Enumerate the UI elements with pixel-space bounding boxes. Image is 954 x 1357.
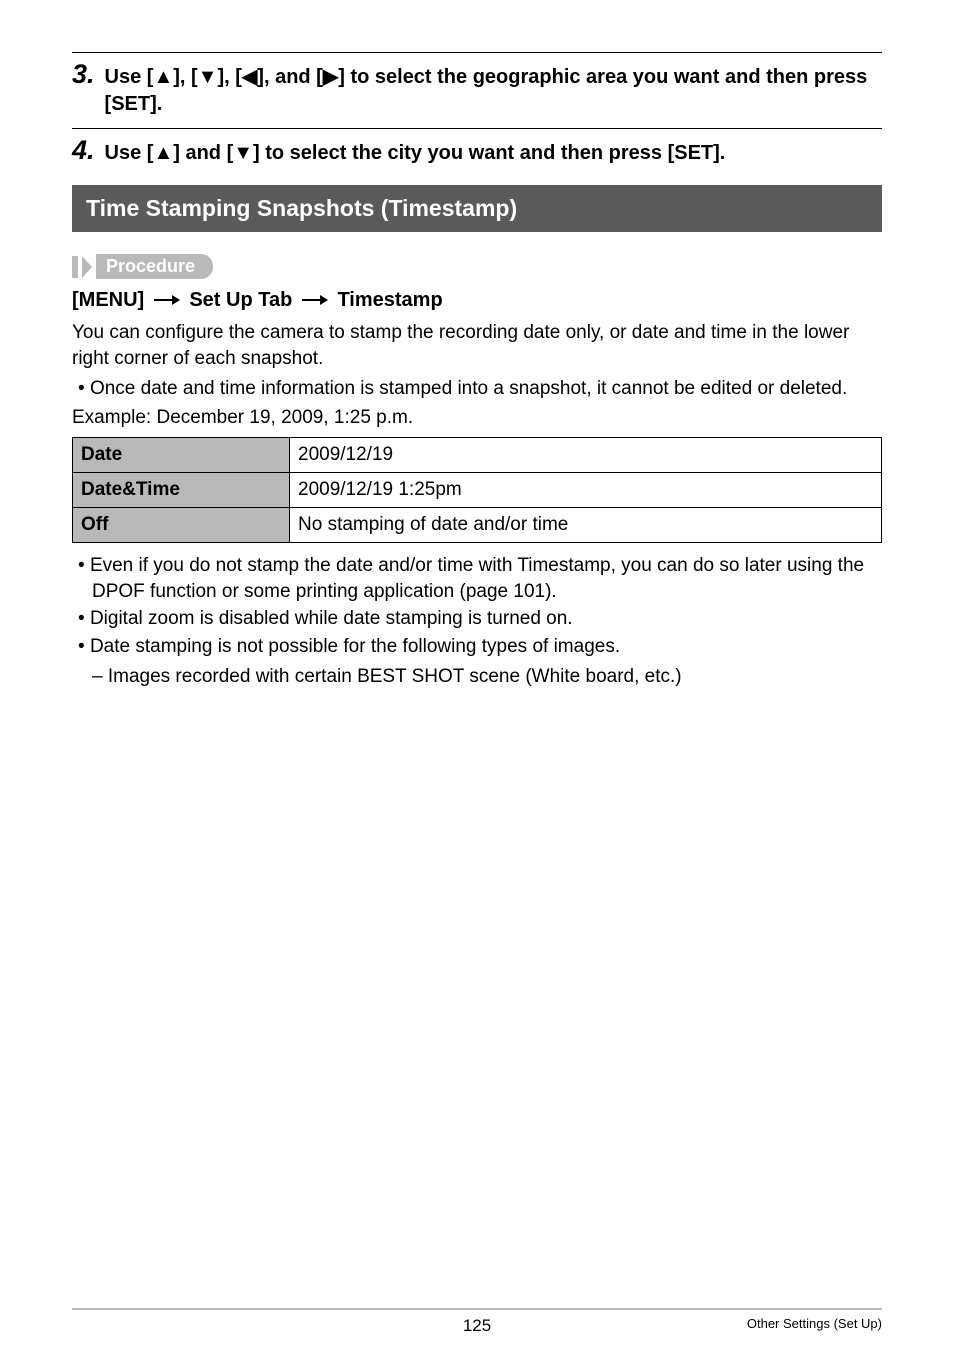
step-number: 4. — [72, 135, 95, 166]
arrow-icon — [302, 289, 334, 311]
page-footer: 125 Other Settings (Set Up) — [72, 1308, 882, 1331]
cell-label: Date — [73, 438, 290, 473]
page-number: 125 — [72, 1316, 882, 1336]
example-text: Example: December 19, 2009, 1:25 p.m. — [72, 405, 882, 431]
down-icon: ▼ — [233, 140, 253, 167]
footer-row: 125 Other Settings (Set Up) — [72, 1316, 882, 1331]
procedure-chevron-icon — [82, 256, 96, 278]
up-icon: ▲ — [153, 64, 173, 91]
list-item: Digital zoom is disabled while date stam… — [72, 606, 882, 632]
up-icon: ▲ — [153, 140, 173, 167]
menu-path: [MENU] Set Up Tab Timestamp — [72, 289, 882, 312]
cell-value: 2009/12/19 — [290, 438, 882, 473]
intro-text: You can configure the camera to stamp th… — [72, 320, 882, 371]
text: ], [ — [173, 66, 197, 88]
rule — [72, 128, 882, 129]
list-item: Once date and time information is stampe… — [72, 376, 882, 402]
bullet-list: Even if you do not stamp the date and/or… — [72, 553, 882, 660]
procedure-badge: Procedure — [72, 254, 882, 279]
table-row: Date&Time 2009/12/19 1:25pm — [73, 473, 882, 508]
step-text: Use [▲], [▼], [◀], and [▶] to select the… — [105, 64, 882, 118]
table-row: Off No stamping of date and/or time — [73, 508, 882, 543]
table-row: Date 2009/12/19 — [73, 438, 882, 473]
procedure-label: Procedure — [96, 254, 213, 279]
menu-path-part: Set Up Tab — [189, 289, 292, 311]
text: ], [ — [217, 66, 241, 88]
menu-path-part: Timestamp — [337, 289, 442, 311]
step-4: 4. Use [▲] and [▼] to select the city yo… — [72, 135, 882, 167]
footer-rule — [72, 1308, 882, 1310]
list-item: Even if you do not stamp the date and/or… — [72, 553, 882, 604]
cell-value: 2009/12/19 1:25pm — [290, 473, 882, 508]
text: ] to select the city you want and then p… — [253, 142, 725, 164]
step-number: 3. — [72, 59, 95, 90]
rule — [72, 52, 882, 53]
section-title-bar: Time Stamping Snapshots (Timestamp) — [72, 185, 882, 232]
text: Use [ — [105, 66, 154, 88]
options-table: Date 2009/12/19 Date&Time 2009/12/19 1:2… — [72, 437, 882, 543]
arrow-icon — [154, 289, 186, 311]
step-text: Use [▲] and [▼] to select the city you w… — [105, 140, 882, 167]
left-icon: ◀ — [242, 64, 257, 91]
right-icon: ▶ — [323, 64, 338, 91]
text: ] and [ — [173, 142, 233, 164]
cell-value: No stamping of date and/or time — [290, 508, 882, 543]
down-icon: ▼ — [198, 64, 218, 91]
text: Use [ — [105, 142, 154, 164]
text: ], and [ — [257, 66, 323, 88]
sub-list-item: – Images recorded with certain BEST SHOT… — [72, 664, 882, 690]
menu-path-part: [MENU] — [72, 289, 144, 311]
cell-label: Off — [73, 508, 290, 543]
procedure-bar-icon — [72, 256, 78, 278]
bullet-list: Once date and time information is stampe… — [72, 376, 882, 402]
page: 3. Use [▲], [▼], [◀], and [▶] to select … — [0, 0, 954, 1357]
cell-label: Date&Time — [73, 473, 290, 508]
list-item: Date stamping is not possible for the fo… — [72, 634, 882, 660]
step-3: 3. Use [▲], [▼], [◀], and [▶] to select … — [72, 59, 882, 118]
